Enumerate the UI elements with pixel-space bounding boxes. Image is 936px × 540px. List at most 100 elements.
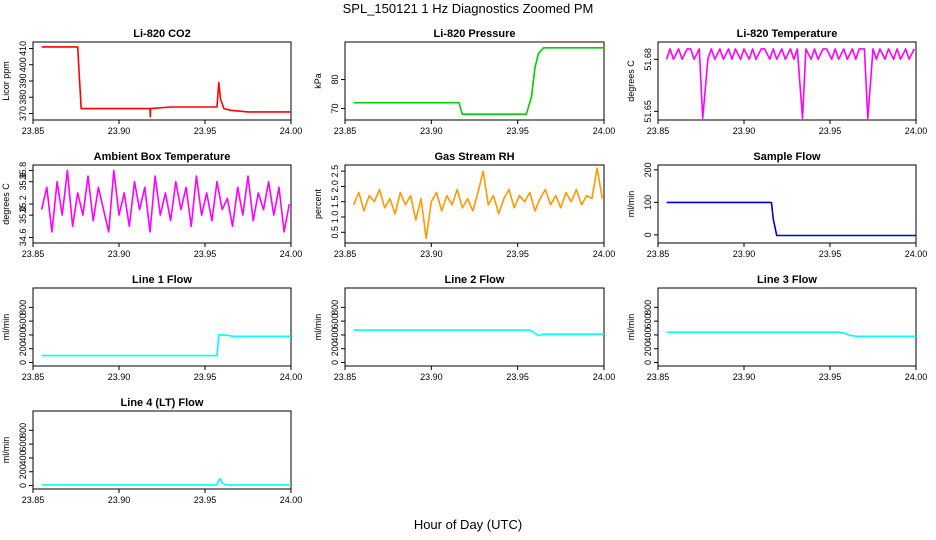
y-tick-label: 0 <box>18 360 28 365</box>
panel-10: Line 4 (LT) Flow ml/min 23.85 23.90 23.95 24.… <box>1 397 302 505</box>
x-tick-label: 23.95 <box>194 495 217 505</box>
x-tick-label: 23.95 <box>819 372 842 382</box>
panel-3: Li-820 Temperature degrees C 23.85 23.90 23.… <box>626 28 927 136</box>
panel-6: Sample Flow ml/min 23.85 23.90 23.95 24.00 0 10… <box>626 151 927 259</box>
plot-frame <box>32 410 292 490</box>
y-tick-label: 35.8 <box>18 162 28 180</box>
y-tick-label: 200 <box>18 341 28 356</box>
x-tick-label: 23.85 <box>22 495 45 505</box>
plot-frame <box>657 287 917 367</box>
y-tick-label: 0.5 <box>330 226 340 239</box>
panel-title: Line 4 (LT) Flow <box>121 397 204 409</box>
y-tick-label: 0 <box>643 232 653 237</box>
plot-frame <box>344 164 605 244</box>
x-tick-label: 23.85 <box>334 249 357 259</box>
x-tick-label: 24.00 <box>280 126 303 136</box>
y-axis-label: ml/min <box>313 314 323 341</box>
plot-frame <box>32 164 292 244</box>
y-tick-label: 1.5 <box>330 195 340 208</box>
panel-8: Line 2 Flow ml/min 23.85 23.90 23.95 24.00 0 20… <box>313 274 615 382</box>
y-tick-label: 51.65 <box>643 100 653 123</box>
y-tick-label: 600 <box>18 314 28 329</box>
x-tick-label: 23.95 <box>194 372 217 382</box>
panel-title: Gas Stream RH <box>434 151 514 163</box>
y-axis-label: degrees C <box>626 60 636 102</box>
y-tick-label: 34.6 <box>18 229 28 247</box>
y-tick-label: 400 <box>18 450 28 465</box>
series-line <box>352 167 604 240</box>
x-tick-label: 23.90 <box>733 249 756 259</box>
x-tick-label: 23.90 <box>733 372 756 382</box>
series-line <box>41 334 291 357</box>
panel-4: Ambient Box Temperature degrees C 23.85 23.… <box>1 151 302 259</box>
y-tick-label: 400 <box>18 57 28 72</box>
x-tick-label: 23.95 <box>819 249 842 259</box>
y-tick-label: 600 <box>330 314 340 329</box>
y-tick-label: 100 <box>643 195 653 210</box>
x-tick-label: 23.90 <box>108 372 131 382</box>
y-axis-label: ml/min <box>1 314 11 341</box>
x-tick-label: 23.95 <box>506 372 529 382</box>
x-tick-label: 24.00 <box>280 495 303 505</box>
panel-title: Ambient Box Temperature <box>94 151 231 163</box>
panel-5: Gas Stream RH percent 23.85 23.90 23.95 24.00… <box>313 151 615 259</box>
y-tick-label: 200 <box>643 341 653 356</box>
x-tick-label: 24.00 <box>905 372 928 382</box>
x-tick-label: 24.00 <box>905 249 928 259</box>
y-tick-label: 51.68 <box>643 48 653 71</box>
y-tick-label: 80 <box>330 75 340 85</box>
series-line <box>665 48 916 120</box>
x-tick-label: 23.95 <box>819 126 842 136</box>
y-tick-label: 800 <box>330 300 340 315</box>
x-tick-label: 23.85 <box>22 249 45 259</box>
x-tick-label: 24.00 <box>593 372 616 382</box>
y-tick-label: 0 <box>18 483 28 488</box>
plot-frame <box>657 41 917 121</box>
y-tick-label: 70 <box>330 103 340 113</box>
panel-7: Line 1 Flow ml/min 23.85 23.90 23.95 24.00 0 20… <box>1 274 302 382</box>
y-tick-label: 400 <box>18 327 28 342</box>
plot-frame <box>657 164 917 244</box>
y-tick-label: 800 <box>18 423 28 438</box>
x-tick-label: 23.85 <box>22 372 45 382</box>
panel-title: Li-820 CO2 <box>133 28 190 40</box>
y-axis-label: ml/min <box>626 314 636 341</box>
x-tick-label: 24.00 <box>593 249 616 259</box>
x-tick-label: 24.00 <box>280 372 303 382</box>
series-line <box>666 201 916 237</box>
x-tick-label: 23.90 <box>420 126 443 136</box>
y-tick-label: 400 <box>643 327 653 342</box>
panel-title: Sample Flow <box>753 151 821 163</box>
y-tick-label: 370 <box>18 106 28 121</box>
plot-frame <box>32 287 292 367</box>
y-axis-label: Licor ppm <box>1 61 11 101</box>
x-tick-label: 23.90 <box>420 249 443 259</box>
y-tick-label: 200 <box>18 464 28 479</box>
y-tick-label: 35.6 <box>18 173 28 191</box>
x-tick-label: 24.00 <box>280 249 303 259</box>
y-tick-label: 800 <box>643 300 653 315</box>
x-tick-label: 23.90 <box>108 126 131 136</box>
y-tick-label: 600 <box>643 314 653 329</box>
y-tick-label: 380 <box>18 90 28 105</box>
panel-title: Li-820 Pressure <box>434 28 516 40</box>
series-line <box>353 46 604 115</box>
y-tick-label: 35.0 <box>18 206 28 224</box>
y-tick-label: 1.0 <box>330 211 340 224</box>
x-tick-label: 24.00 <box>905 126 928 136</box>
x-tick-label: 23.85 <box>647 126 670 136</box>
y-axis-label: degrees C <box>1 183 11 225</box>
figure-title: SPL_150121 1 Hz Diagnostics Zoomed PM <box>342 1 594 16</box>
series-line <box>40 169 291 233</box>
plot-frame <box>344 287 605 367</box>
panel-1: Li-820 CO2 Licor ppm 23.85 23.90 23.95 24.00 3… <box>1 28 302 136</box>
x-tick-label: 23.85 <box>334 372 357 382</box>
y-tick-label: 0 <box>643 360 653 365</box>
panel-title: Line 1 Flow <box>132 274 192 286</box>
y-tick-label: 390 <box>18 73 28 88</box>
panel-9: Line 3 Flow ml/min 23.85 23.90 23.95 24.00 0 20… <box>626 274 927 382</box>
y-axis-label: ml/min <box>1 437 11 464</box>
y-tick-label: 200 <box>330 341 340 356</box>
y-tick-label: 35.2 <box>18 195 28 213</box>
